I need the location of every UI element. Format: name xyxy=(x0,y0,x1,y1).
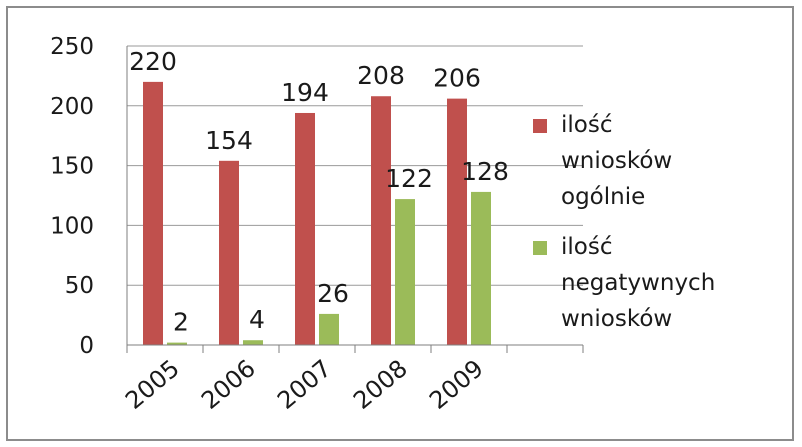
x-tick-label: 2005 xyxy=(120,354,185,415)
data-label: 206 xyxy=(433,64,481,93)
axes xyxy=(126,46,584,353)
bar-ogolnie-2005 xyxy=(143,81,163,345)
bar-ogolnie-2006 xyxy=(219,160,239,345)
bar-negatywne-2008 xyxy=(395,199,415,345)
data-label: 2 xyxy=(173,308,189,337)
y-axis-ticks: 0 50 100 150 200 250 xyxy=(50,34,94,359)
bar-ogolnie-2007 xyxy=(295,112,315,345)
gridlines xyxy=(127,45,583,286)
bar-negatywne-2005 xyxy=(167,342,187,345)
legend-label: ogólnie xyxy=(561,184,645,210)
data-label: 194 xyxy=(281,78,329,107)
data-labels: 220 2 154 4 194 26 208 122 206 128 xyxy=(129,47,509,337)
x-tick-label: 2006 xyxy=(196,354,261,415)
y-tick-label: 0 xyxy=(79,333,94,359)
data-label: 220 xyxy=(129,47,177,76)
y-tick-label: 200 xyxy=(50,94,94,120)
x-tick-label: 2008 xyxy=(348,354,413,415)
data-label: 154 xyxy=(205,126,253,155)
bar-negatywne-2009 xyxy=(471,191,491,345)
data-label: 122 xyxy=(385,164,433,193)
y-tick-label: 100 xyxy=(50,213,94,239)
bars xyxy=(143,81,491,346)
x-tick-label: 2007 xyxy=(272,354,337,415)
legend-label: ilość xyxy=(561,112,612,138)
legend-label: negatywnych xyxy=(561,270,715,296)
legend-label: ilość xyxy=(561,234,612,260)
legend-label: wniosków xyxy=(561,148,672,174)
bar-negatywne-2006 xyxy=(243,340,263,345)
x-axis-ticks: 2005 2006 2007 2008 2009 xyxy=(120,354,489,415)
x-tick-label: 2009 xyxy=(424,354,489,415)
data-label: 4 xyxy=(249,305,265,334)
bar-ogolnie-2009 xyxy=(447,98,467,346)
y-tick-label: 250 xyxy=(50,34,94,60)
legend: ilość wniosków ogólnie ilość negatywnych wnio… xyxy=(533,112,715,332)
y-tick-label: 150 xyxy=(50,154,94,180)
legend-swatch xyxy=(533,119,547,133)
bar-negatywne-2007 xyxy=(319,313,339,345)
y-tick-label: 50 xyxy=(65,273,94,299)
bar-ogolnie-2008 xyxy=(371,96,391,346)
data-label: 26 xyxy=(317,279,349,308)
legend-swatch xyxy=(533,241,547,255)
data-label: 208 xyxy=(357,61,405,90)
legend-label: wniosków xyxy=(561,306,672,332)
data-label: 128 xyxy=(461,157,509,186)
